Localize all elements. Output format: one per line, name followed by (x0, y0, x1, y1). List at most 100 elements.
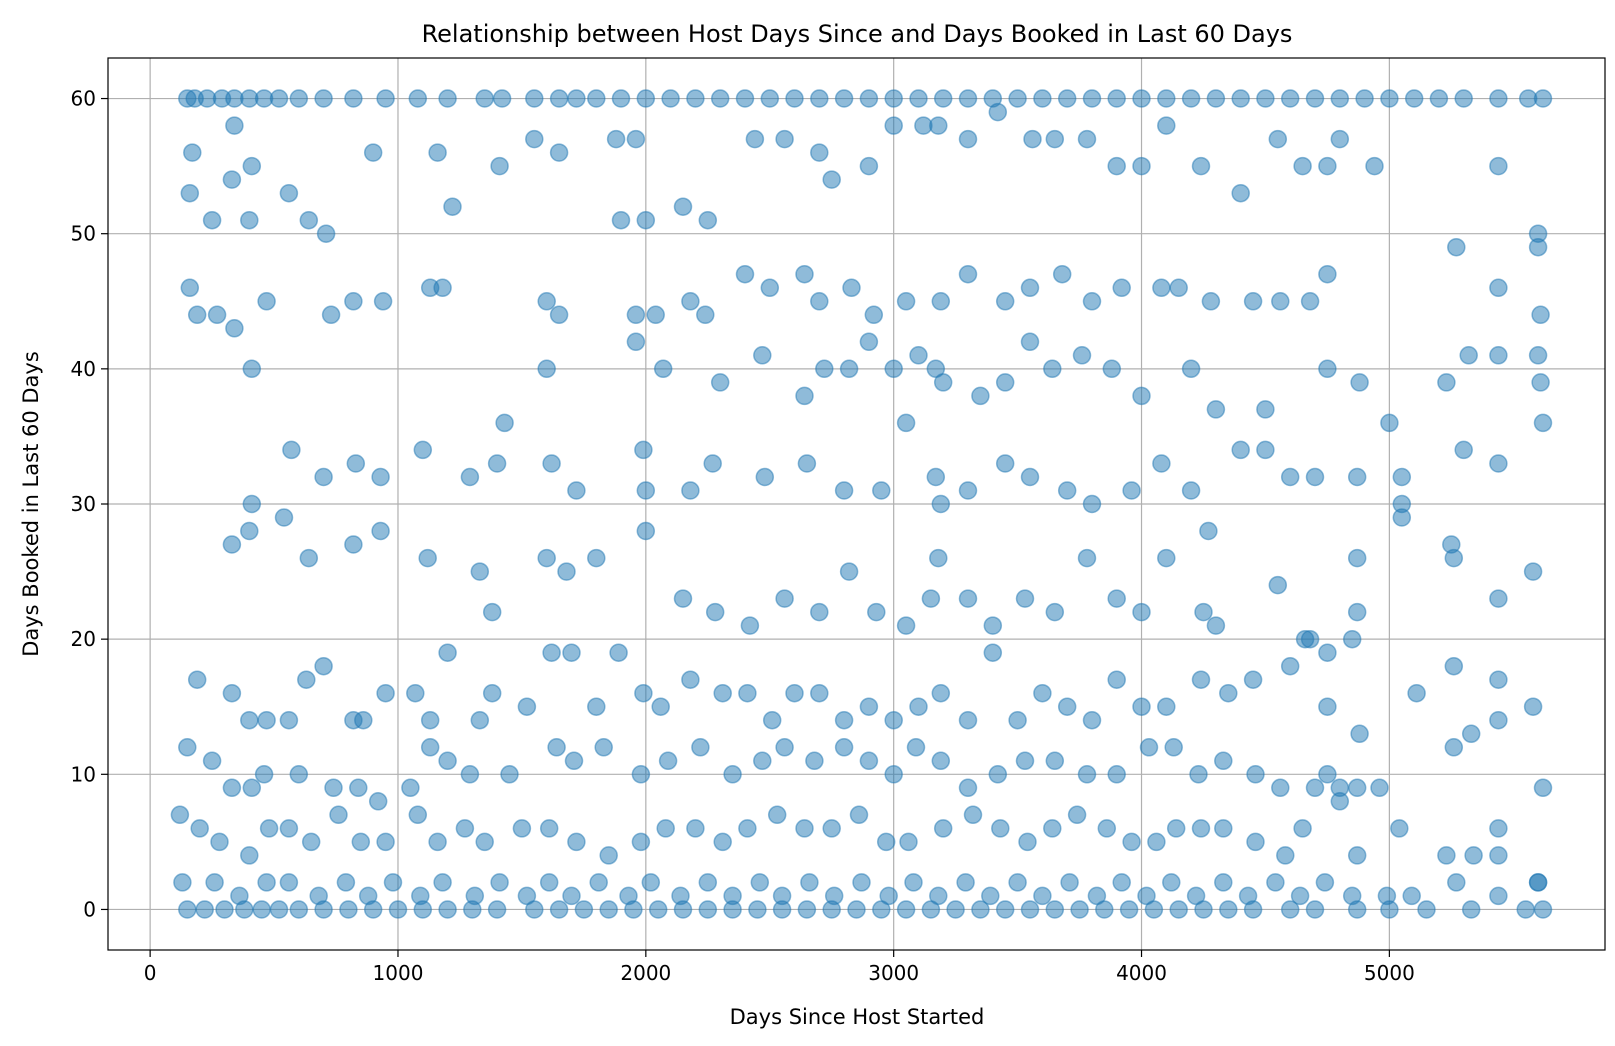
scatter-point (289, 900, 309, 919)
scatter-point (713, 832, 732, 852)
scatter-point (876, 832, 896, 852)
scatter-point (1444, 738, 1464, 757)
scatter-point (824, 886, 844, 906)
scatter-point (723, 886, 742, 906)
scatter-point (1533, 413, 1553, 433)
scatter-point (344, 89, 363, 108)
scatter-point (257, 710, 276, 730)
scatter-point (438, 643, 457, 662)
scatter-point (931, 292, 951, 311)
scatter-point (1523, 562, 1543, 581)
scatter-point (673, 197, 693, 216)
scatter-point (767, 805, 787, 825)
scatter-point (626, 305, 646, 325)
scatter-point (705, 602, 725, 622)
scatter-point (904, 873, 923, 892)
scatter-point (795, 386, 814, 406)
scatter-point (958, 89, 978, 108)
scatter-point (240, 210, 259, 230)
scatter-point (738, 819, 757, 838)
scatter-point (658, 751, 678, 771)
scatter-point (884, 710, 903, 730)
scatter-point (1489, 819, 1508, 838)
scatter-point (906, 738, 926, 757)
scatter-point (289, 765, 309, 784)
scatter-point (1082, 710, 1102, 730)
scatter-point (1206, 616, 1226, 635)
scatter-point (611, 89, 631, 108)
scatter-point (810, 143, 829, 162)
scatter-point (1280, 900, 1300, 919)
scatter-point (173, 873, 192, 892)
scatter-point (240, 521, 259, 541)
scatter-point (710, 373, 730, 392)
scatter-point (864, 305, 884, 325)
scatter-point (698, 210, 718, 230)
scatter-point (1181, 359, 1201, 379)
scatter-point (958, 710, 978, 730)
scatter-point (562, 886, 581, 906)
scatter-point (785, 89, 804, 108)
scatter-point (178, 900, 197, 919)
scatter-point (1191, 819, 1211, 838)
scatter-point (946, 900, 965, 919)
scatter-point (609, 643, 628, 662)
scatter-point (1107, 589, 1126, 608)
scatter-point (299, 548, 319, 568)
scatter-point (931, 494, 951, 514)
scatter-point (222, 170, 242, 189)
scatter-point (852, 873, 871, 892)
y-axis: 0 10 20 30 40 50 60 (71, 87, 108, 921)
scatter-point (358, 886, 378, 906)
scatter-point (810, 89, 829, 108)
scatter-point (931, 751, 951, 771)
scatter-point (202, 751, 222, 771)
y-tick-label: 0 (83, 897, 96, 921)
scatter-point (1169, 278, 1188, 298)
scatter-point (368, 792, 388, 811)
x-tick-label: 1000 (373, 961, 424, 985)
scatter-point (1008, 89, 1027, 108)
scatter-point (1132, 386, 1151, 406)
scatter-point (958, 481, 978, 500)
scatter-point (634, 683, 653, 703)
scatter-point (1164, 738, 1183, 757)
scatter-point (500, 765, 519, 784)
scatter-point (1072, 346, 1092, 365)
scatter-point (710, 89, 730, 108)
scatter-point (408, 805, 428, 825)
scatter-point (443, 197, 462, 216)
scatter-point (981, 886, 1000, 906)
scatter-point (1318, 643, 1337, 662)
scatter-point (753, 346, 772, 365)
scatter-point (309, 886, 328, 906)
scatter-point (1266, 873, 1285, 892)
scatter-point (839, 359, 859, 379)
scatter-point (418, 548, 437, 568)
scatter-point (1070, 900, 1089, 919)
scatter-point (1489, 89, 1508, 108)
scatter-point (775, 129, 794, 149)
scatter-point (1102, 359, 1122, 379)
scatter-point (279, 710, 299, 730)
scatter-point (542, 643, 561, 662)
scatter-point (963, 805, 983, 825)
scatter-point (274, 508, 294, 527)
scatter-point (703, 454, 722, 473)
scatter-point (772, 886, 792, 906)
scatter-point (178, 738, 197, 757)
scatter-point (1181, 89, 1201, 108)
scatter-point (470, 710, 490, 730)
scatter-point (1305, 778, 1325, 798)
scatter-point (1162, 873, 1181, 892)
scatter-point (805, 751, 824, 771)
scatter-point (495, 413, 514, 433)
scatter-point (1459, 346, 1478, 365)
scatter-point (324, 778, 343, 798)
scatter-point (1489, 454, 1508, 473)
scatter-point (1201, 292, 1221, 311)
scatter-point (1238, 886, 1258, 906)
scatter-point (995, 454, 1015, 473)
scatter-point (1231, 440, 1250, 460)
